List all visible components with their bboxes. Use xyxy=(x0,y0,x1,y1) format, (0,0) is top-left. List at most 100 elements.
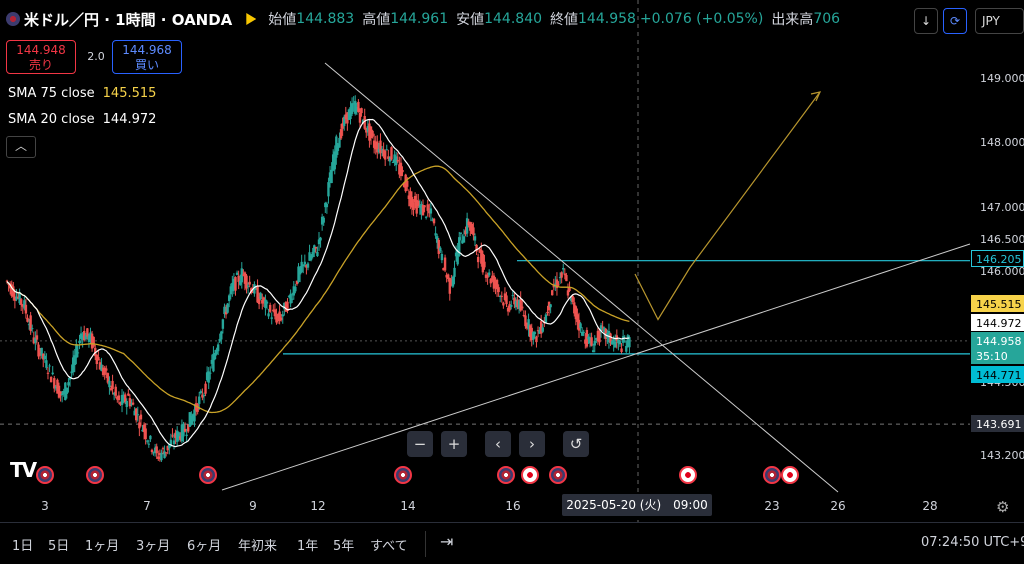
candle xyxy=(358,112,362,123)
range-ytd[interactable]: 年初来 xyxy=(238,539,278,554)
candle xyxy=(495,279,499,290)
economic-event-icon[interactable] xyxy=(36,466,54,484)
zoom-out-button[interactable]: − xyxy=(407,431,433,457)
candle xyxy=(268,304,272,312)
economic-event-icon[interactable] xyxy=(679,466,697,484)
change-value: +0.076 (+0.05%) xyxy=(639,11,764,27)
candle xyxy=(166,445,169,451)
candle xyxy=(349,107,352,120)
scroll-left-button[interactable]: ‹ xyxy=(485,431,511,457)
buy-button[interactable]: 144.968 買い xyxy=(112,40,182,74)
candle xyxy=(521,306,524,309)
candle xyxy=(357,101,360,113)
candle xyxy=(588,339,592,344)
reset-chart-button[interactable]: ↺ xyxy=(563,431,589,457)
candle xyxy=(555,279,559,289)
candle xyxy=(83,331,86,341)
buy-price: 144.968 xyxy=(122,43,172,57)
candle xyxy=(142,424,146,433)
candle xyxy=(239,280,242,285)
candle xyxy=(169,439,173,447)
candle xyxy=(443,257,447,271)
candle xyxy=(78,340,81,344)
candle xyxy=(544,314,548,323)
candle xyxy=(51,372,54,375)
candle xyxy=(560,272,563,278)
candle xyxy=(546,311,549,314)
economic-event-icon[interactable] xyxy=(781,466,799,484)
symbol-title[interactable]: 米ドル／円 · 1時間 · OANDA xyxy=(24,10,233,29)
sync-icon[interactable]: ⟳ xyxy=(943,8,967,34)
economic-event-icon[interactable] xyxy=(86,466,104,484)
forecast-path xyxy=(634,91,821,321)
economic-event-icon[interactable] xyxy=(199,466,217,484)
candle xyxy=(56,379,59,394)
candle xyxy=(105,368,108,371)
candle xyxy=(81,335,84,340)
sell-price: 144.948 xyxy=(16,43,66,57)
candle xyxy=(454,252,458,257)
candle xyxy=(295,280,299,285)
range-1d[interactable]: 1日 xyxy=(12,539,34,554)
candle xyxy=(73,355,76,366)
download-icon[interactable]: ↓ xyxy=(914,8,938,34)
candle xyxy=(428,210,431,214)
economic-event-icon[interactable] xyxy=(763,466,781,484)
candle xyxy=(106,373,110,383)
candle xyxy=(481,253,485,273)
economic-event-icon[interactable] xyxy=(521,466,539,484)
candle xyxy=(603,327,606,332)
candle xyxy=(131,402,135,405)
candle xyxy=(377,149,381,153)
candle xyxy=(253,284,256,294)
candle xyxy=(15,296,18,300)
candle xyxy=(135,408,138,421)
candle xyxy=(224,311,228,315)
indicator-sma75[interactable]: SMA 75 close 145.515 xyxy=(8,86,156,101)
range-5d[interactable]: 5日 xyxy=(48,539,70,554)
candle xyxy=(152,452,155,454)
candle xyxy=(625,345,628,352)
candle xyxy=(286,301,289,311)
candle xyxy=(259,293,262,299)
time-tick: 14 xyxy=(400,499,416,513)
bottom-toolbar: 1日 5日 1ヶ月 3ヶ月 6ヶ月 年初来 1年 5年 すべて ⇥ 07:24:… xyxy=(0,522,1024,564)
economic-event-icon[interactable] xyxy=(394,466,412,484)
scroll-right-button[interactable]: › xyxy=(519,431,545,457)
date-range-icon[interactable]: ⇥ xyxy=(440,532,454,551)
candle xyxy=(623,341,626,343)
range-1y[interactable]: 1年 xyxy=(297,539,319,554)
candle xyxy=(401,170,404,173)
crosshair-time-label: 2025-05-20 (火) 09:00 xyxy=(562,494,712,516)
range-all[interactable]: すべて xyxy=(370,539,408,554)
close-value: 144.958 xyxy=(578,11,636,27)
candle xyxy=(243,272,247,284)
indicator-sma20[interactable]: SMA 20 close 144.972 xyxy=(8,112,156,127)
time-tick: 23 xyxy=(764,499,780,513)
range-3m[interactable]: 3ヶ月 xyxy=(136,539,171,554)
economic-event-icon[interactable] xyxy=(549,466,567,484)
sell-button[interactable]: 144.948 売り xyxy=(6,40,76,74)
candle xyxy=(157,456,160,459)
candle xyxy=(262,297,266,302)
candle xyxy=(472,227,475,236)
range-6m[interactable]: 6ヶ月 xyxy=(187,539,222,554)
candle xyxy=(434,233,437,236)
range-1m[interactable]: 1ヶ月 xyxy=(85,539,120,554)
economic-event-icon[interactable] xyxy=(497,466,515,484)
candle xyxy=(383,150,387,160)
candle xyxy=(116,396,119,400)
candle xyxy=(97,357,100,360)
candle xyxy=(16,296,20,298)
candle xyxy=(92,336,95,347)
currency-select[interactable]: JPY xyxy=(975,8,1024,34)
candle xyxy=(480,249,483,264)
candle xyxy=(111,380,114,390)
candle xyxy=(547,301,551,311)
settings-gear-icon[interactable]: ⚙ xyxy=(996,498,1010,516)
indicator-value: 144.972 xyxy=(102,112,157,127)
price-chart[interactable] xyxy=(0,0,1024,522)
collapse-indicators-button[interactable]: ︿ xyxy=(6,136,36,158)
zoom-in-button[interactable]: + xyxy=(441,431,467,457)
range-5y[interactable]: 5年 xyxy=(333,539,355,554)
